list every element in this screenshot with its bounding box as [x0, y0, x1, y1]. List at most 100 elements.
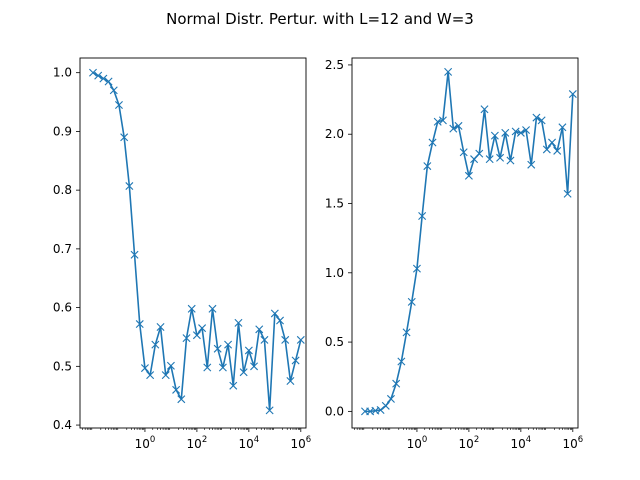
left-data-point	[94, 71, 103, 80]
right-x-tick-label: 104	[510, 435, 531, 451]
left-data-point	[161, 371, 170, 380]
right-data-point	[459, 148, 468, 157]
left-data-point	[260, 335, 269, 344]
left-data-point	[130, 250, 139, 259]
right-data-point	[397, 357, 406, 366]
right-data-point	[454, 121, 463, 130]
figure-title: Normal Distr. Pertur. with L=12 and W=3	[166, 10, 474, 28]
left-data-point	[218, 363, 227, 372]
left-data-point	[177, 395, 186, 404]
left-data-point	[234, 318, 243, 327]
left-data-point	[229, 381, 238, 390]
left-data-point	[255, 325, 264, 334]
left-data-point	[140, 364, 149, 373]
right-data-point	[428, 138, 437, 147]
left-data-point	[291, 356, 300, 365]
right-data-point	[506, 156, 515, 165]
left-data-point	[296, 335, 305, 344]
right-data-point	[542, 145, 551, 154]
left-y-tick-label: 0.4	[53, 418, 72, 432]
right-data-point	[548, 138, 557, 147]
left-data-point	[198, 324, 207, 333]
left-x-tick-label: 100	[135, 435, 156, 451]
left-data-point	[88, 68, 97, 77]
right-data-point	[444, 67, 453, 76]
left-x-tick-label: 102	[187, 435, 208, 451]
left-data-point	[125, 182, 134, 191]
left-y-tick-label: 0.7	[53, 242, 72, 256]
left-data-point	[203, 363, 212, 372]
left-data-point	[213, 344, 222, 353]
left-x-tick-label: 104	[238, 435, 259, 451]
left-data-point	[187, 304, 196, 313]
left-data-point	[104, 77, 113, 86]
right-data-point	[423, 162, 432, 171]
right-data-point	[407, 297, 416, 306]
right-data-point	[386, 394, 395, 403]
right-data-point	[475, 149, 484, 158]
right-data-point	[480, 105, 489, 114]
right-data-point	[412, 264, 421, 273]
right-data-point	[490, 131, 499, 140]
right-data-point	[485, 155, 494, 164]
right-data-point	[511, 127, 520, 136]
right-data-point	[522, 126, 531, 135]
right-data-point	[376, 405, 385, 414]
right-data-point	[449, 124, 458, 133]
right-data-point	[568, 90, 577, 99]
left-data-point	[244, 346, 253, 355]
left-data-point	[270, 309, 279, 318]
right-series-line	[364, 71, 574, 413]
left-y-tick-label: 0.9	[53, 124, 72, 138]
right-y-tick-label: 1.0	[325, 266, 344, 280]
left-data-point	[172, 385, 181, 394]
right-data-point	[563, 189, 572, 198]
right-data-point	[537, 116, 546, 125]
left-data-point	[250, 362, 259, 371]
left-y-tick-label: 0.6	[53, 301, 72, 315]
left-data-point	[146, 371, 155, 380]
left-data-point	[166, 361, 175, 370]
right-subplot: 100 102 104 106 0.0 0.5 1.0 1.5 2.0 2.5	[325, 57, 583, 451]
right-x-tick-label: 106	[562, 435, 583, 451]
right-x-tick-label: 100	[407, 435, 428, 451]
right-data-point	[496, 153, 505, 162]
right-x-tick-label: 102	[459, 435, 480, 451]
left-data-point	[114, 100, 123, 109]
left-data-point	[239, 368, 248, 377]
right-y-tick-label: 0.5	[325, 335, 344, 349]
right-data-point	[438, 116, 447, 125]
right-data-point	[527, 160, 536, 169]
left-data-point	[151, 340, 160, 349]
right-data-point	[433, 117, 442, 126]
left-y-tick-label: 1.0	[53, 66, 72, 80]
left-data-point	[281, 335, 290, 344]
right-data-point	[516, 128, 525, 137]
right-data-point	[553, 146, 562, 155]
right-y-tick-label: 2.5	[325, 58, 344, 72]
right-data-point	[392, 379, 401, 388]
left-y-tick-label: 0.5	[53, 359, 72, 373]
right-y-tick-label: 0.0	[325, 404, 344, 418]
right-axes-frame	[351, 57, 579, 429]
right-data-point	[558, 123, 567, 132]
left-subplot: 100 102 104 106 0.4 0.5 0.6 0.7 0.8 0.9 1.0	[53, 57, 311, 451]
left-data-point	[109, 86, 118, 95]
left-data-point	[99, 74, 108, 83]
right-y-tick-label: 1.5	[325, 197, 344, 211]
left-data-point	[192, 331, 201, 340]
right-data-point	[402, 328, 411, 337]
left-data-point	[276, 316, 285, 325]
right-y-tick-label: 2.0	[325, 127, 344, 141]
right-data-point	[464, 171, 473, 180]
left-series-line	[92, 71, 302, 412]
left-data-point	[120, 133, 129, 142]
right-data-point	[418, 211, 427, 220]
left-data-point	[208, 304, 217, 313]
left-data-point	[182, 334, 191, 343]
left-x-tick-label: 106	[290, 435, 311, 451]
left-data-point	[135, 320, 144, 329]
left-data-point	[224, 340, 233, 349]
left-data-point	[156, 322, 165, 331]
